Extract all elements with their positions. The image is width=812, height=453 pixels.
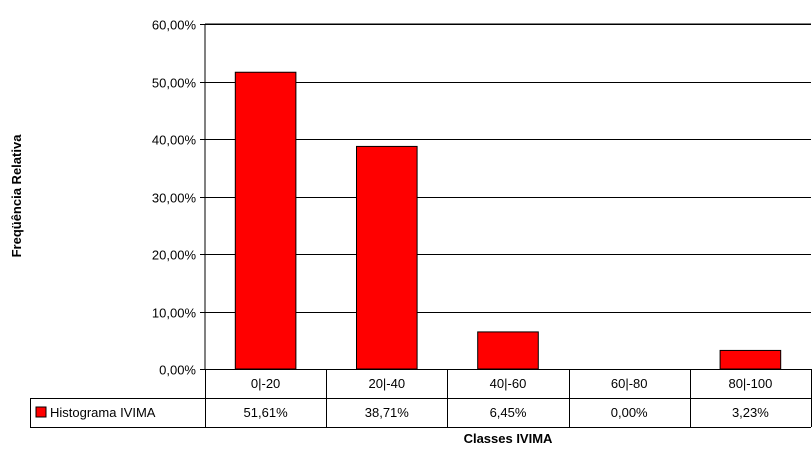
bar <box>477 331 539 370</box>
data-label: 51,61% <box>244 405 289 420</box>
y-tick-label: 50,00% <box>152 76 197 91</box>
y-axis-ticks: 0,00% 10,00% 20,00% 30,00% 40,00% 50,00% 60,00… <box>152 18 205 378</box>
y-axis-title: Freqüência Relativa <box>9 134 24 258</box>
x-axis-title: Classes IVIMA <box>464 431 553 446</box>
bar <box>234 71 297 370</box>
category-label: 60|-80 <box>611 376 648 391</box>
y-tick-label: 60,00% <box>152 18 197 33</box>
data-table: 0|-20 51,61% 20|-40 38,71% 40|-60 6,45% 60|-80… <box>30 369 812 428</box>
legend-label: Histograma IVIMA <box>50 405 156 420</box>
y-tick-label: 30,00% <box>152 191 197 206</box>
category-label: 0|-20 <box>251 376 280 391</box>
y-tick-label: 10,00% <box>152 306 197 321</box>
y-tick-label: 20,00% <box>152 248 197 263</box>
legend-swatch <box>35 406 47 418</box>
bar <box>356 145 418 370</box>
bar <box>719 349 782 370</box>
y-tick-label: 0,00% <box>159 363 196 378</box>
data-label: 3,23% <box>732 405 769 420</box>
data-label: 0,00% <box>611 405 648 420</box>
category-label: 40|-60 <box>490 376 527 391</box>
bars <box>234 71 782 370</box>
y-tick-label: 40,00% <box>152 133 197 148</box>
category-label: 80|-100 <box>728 376 772 391</box>
plot-area <box>205 24 811 369</box>
category-label: 20|-40 <box>368 376 405 391</box>
data-label: 38,71% <box>365 405 410 420</box>
data-label: 6,45% <box>490 405 527 420</box>
